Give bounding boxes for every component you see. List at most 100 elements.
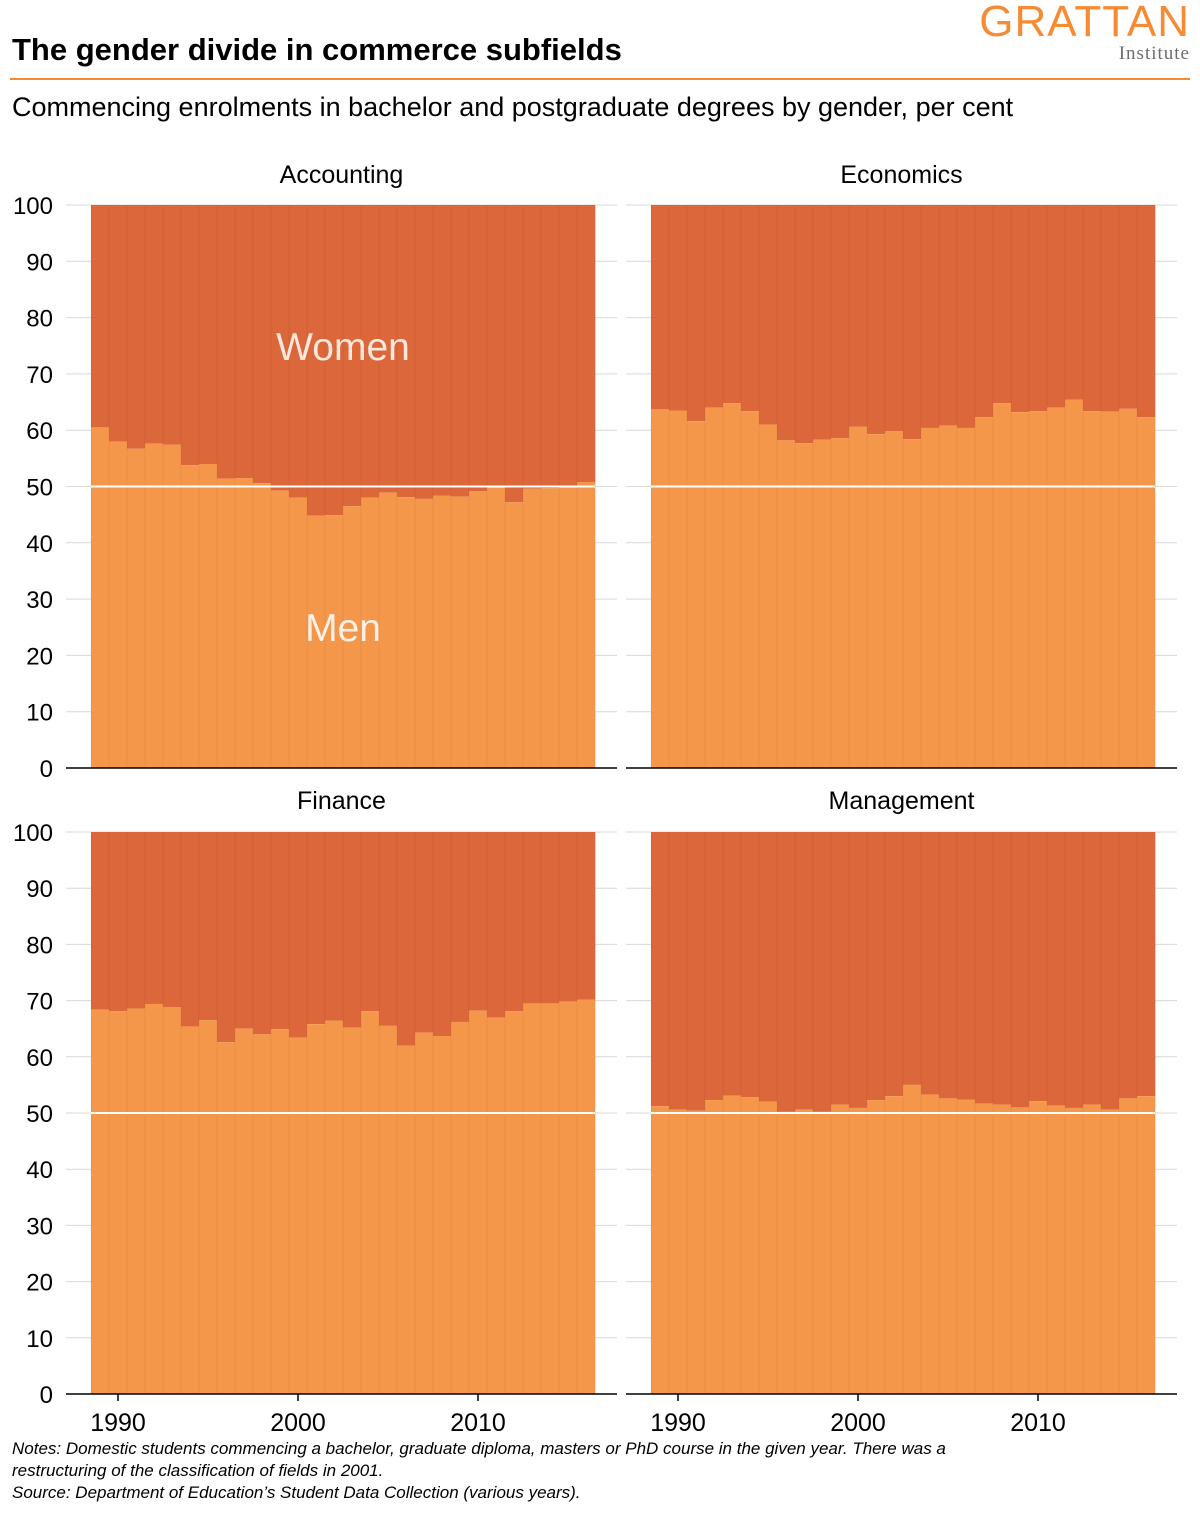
finance-bar-women	[487, 832, 506, 1018]
management-bar-men	[1047, 1105, 1066, 1394]
finance-bar-men	[433, 1036, 452, 1394]
accounting-bar-men	[415, 498, 434, 768]
accounting-bar-men	[541, 488, 560, 768]
finance-y-tick-label: 70	[26, 989, 53, 1016]
economics-bar-men	[1047, 407, 1066, 768]
finance-bar-women	[217, 832, 236, 1043]
accounting-bar-women	[433, 205, 452, 496]
header: The gender divide in commerce subfields …	[0, 0, 1200, 80]
accounting-y-tick-label: 60	[26, 418, 53, 445]
management-bar-women	[867, 832, 886, 1101]
finance-x-tick-label: 2010	[450, 1409, 506, 1437]
grattan-logo: GRATTAN Institute	[979, 0, 1190, 64]
economics-bar-women	[687, 205, 706, 422]
finance-bar-men	[487, 1017, 506, 1394]
finance-bar-men	[145, 1003, 164, 1394]
economics-bar-women	[723, 205, 742, 404]
management-bar-women	[1011, 832, 1030, 1108]
finance-bar-men	[163, 1007, 182, 1394]
accounting-bar-men	[325, 515, 344, 768]
economics-bar-men	[669, 410, 688, 768]
economics-bar-women	[867, 205, 886, 435]
accounting-bar-women	[199, 205, 218, 464]
finance-bar-women	[361, 832, 380, 1012]
accounting-bar-men	[289, 497, 308, 768]
accounting-bar-women	[289, 205, 308, 498]
accounting-bar-men	[397, 497, 416, 768]
management-bar-men	[669, 1109, 688, 1394]
accounting-bar-men	[235, 478, 254, 768]
finance-bar-men	[505, 1011, 524, 1394]
finance-bar-women	[523, 832, 542, 1004]
finance-bar-men	[217, 1042, 236, 1394]
economics-bar-men	[993, 403, 1012, 768]
management-bar-men	[813, 1111, 832, 1394]
management-bar-men	[687, 1110, 706, 1394]
management-bar-women	[939, 832, 958, 1099]
accounting-panel-title: Accounting	[280, 161, 404, 189]
economics-bar-men	[795, 443, 814, 768]
economics-bar-men	[1119, 408, 1138, 768]
economics-bar-women	[1065, 205, 1084, 400]
finance-bar-men	[181, 1026, 200, 1394]
accounting-bar-men	[469, 491, 488, 768]
management-bar-women	[1119, 832, 1138, 1099]
accounting-bar-women	[163, 205, 182, 445]
management-bar-men	[885, 1096, 904, 1394]
economics-bar-men	[705, 407, 724, 768]
finance-x-tick-label: 2000	[270, 1409, 326, 1437]
management-panel-title: Management	[829, 787, 975, 815]
management-bar-men	[1137, 1096, 1156, 1394]
management-bar-men	[759, 1101, 778, 1394]
economics-bar-men	[849, 426, 868, 768]
management-bar-women	[759, 832, 778, 1102]
finance-bar-men	[289, 1037, 308, 1394]
economics-panel-title: Economics	[840, 161, 962, 189]
finance-bar-men	[253, 1034, 272, 1394]
logo-wordmark: GRATTAN	[979, 0, 1190, 46]
accounting-bar-women	[505, 205, 524, 503]
management-bar-women	[777, 832, 796, 1112]
management-bar-men	[795, 1109, 814, 1394]
management-bar-men	[939, 1098, 958, 1394]
economics-bar-men	[1137, 417, 1156, 768]
accounting-bar-women	[415, 205, 434, 499]
accounting-bar-men	[145, 443, 164, 768]
economics-bar-men	[1011, 412, 1030, 768]
finance-bar-men	[235, 1028, 254, 1394]
finance-bar-men	[577, 999, 596, 1394]
finance-bar-women	[109, 832, 128, 1012]
management-x-tick-label: 1990	[650, 1409, 706, 1437]
economics-bar-women	[993, 205, 1012, 404]
finance-bar-men	[361, 1011, 380, 1394]
accounting-bar-men	[379, 492, 398, 768]
accounting-y-tick-label: 70	[26, 362, 53, 389]
finance-bar-women	[325, 832, 344, 1021]
finance-bar-women	[343, 832, 362, 1028]
economics-bar-men	[777, 440, 796, 768]
management-bar-men	[777, 1111, 796, 1394]
finance-bar-women	[289, 832, 308, 1038]
management-bar-men	[1029, 1101, 1048, 1394]
economics-bar-men	[903, 439, 922, 768]
accounting-y-tick-label: 50	[26, 475, 53, 502]
accounting-bar-women	[451, 205, 470, 497]
accounting-y-tick-label: 30	[26, 587, 53, 614]
finance-bar-women	[127, 832, 146, 1009]
management-bar-men	[921, 1094, 940, 1394]
finance-y-tick-label: 60	[26, 1045, 53, 1072]
finance-y-tick-label: 10	[26, 1326, 53, 1353]
management-bar-men	[867, 1100, 886, 1394]
finance-bar-men	[271, 1029, 290, 1394]
accounting-bar-men	[451, 496, 470, 768]
management-bar-women	[993, 832, 1012, 1105]
women-label: Women	[276, 326, 410, 369]
accounting-bar-women	[271, 205, 290, 491]
chart-subtitle: Commencing enrolments in bachelor and po…	[12, 92, 1014, 122]
management-bar-men	[723, 1095, 742, 1394]
accounting-bar-men	[559, 486, 578, 768]
management-bar-men	[957, 1099, 976, 1394]
management-bar-women	[885, 832, 904, 1097]
economics-bar-women	[939, 205, 958, 426]
finance-bar-men	[469, 1010, 488, 1394]
